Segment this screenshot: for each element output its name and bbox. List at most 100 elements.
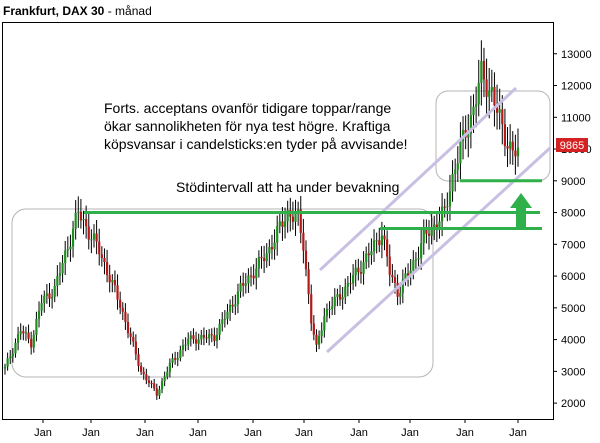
candle-down [48, 293, 51, 299]
x-tick-label: Jan [82, 427, 100, 439]
y-tick-label: 4000 [561, 335, 585, 347]
candle-up [181, 345, 185, 350]
candle-down [140, 366, 143, 372]
candle-up [498, 109, 501, 113]
candle-up [9, 356, 12, 359]
interval-label: månad [115, 4, 152, 18]
candle-down [291, 216, 295, 222]
candle-up [228, 304, 232, 312]
candle-up [412, 260, 415, 271]
candle-up [35, 318, 38, 335]
candle-down [202, 334, 206, 338]
candle-up [488, 90, 491, 97]
candle-up [475, 104, 478, 107]
candle-down [304, 250, 308, 270]
candle-down [210, 334, 213, 336]
candle-down [134, 341, 137, 355]
candle-up [184, 344, 187, 346]
candle-down [119, 299, 122, 308]
candle-up [200, 334, 203, 340]
candle-up [509, 141, 512, 149]
candle-down [129, 333, 132, 337]
candle-up [24, 332, 28, 334]
candle-up [234, 304, 237, 307]
candle-up [344, 286, 347, 298]
candle-down [98, 241, 101, 255]
candle-up [265, 253, 268, 262]
x-tick-label: Jan [136, 427, 154, 439]
candle-down [126, 321, 130, 334]
candle-up [336, 294, 339, 297]
candle-down [393, 277, 397, 283]
candle-down [427, 233, 431, 236]
candle-down [388, 256, 391, 275]
candle-down [87, 226, 90, 240]
candle-down [85, 219, 88, 227]
candle-up [163, 376, 166, 382]
candle-down [132, 336, 135, 342]
y-tick-label: 7000 [561, 239, 585, 251]
y-tick-label: 3000 [561, 366, 585, 378]
x-tick-label: Jan [244, 427, 262, 439]
annotation-line-3: köpsvansar i candelsticks:en tyder på av… [104, 136, 408, 152]
candle-up [90, 239, 93, 241]
candle-up [451, 173, 454, 192]
candle-down [406, 273, 410, 276]
candle-down [503, 124, 507, 147]
candle-down [391, 274, 394, 278]
candle-up [480, 60, 483, 83]
candle-up [247, 275, 250, 284]
candle-up [244, 283, 247, 286]
candle-up [456, 163, 459, 170]
candle-down [270, 247, 274, 250]
candle-up [352, 275, 355, 284]
candle-down [30, 338, 33, 348]
candle-up [43, 295, 46, 304]
candle-up [268, 247, 271, 254]
candle-down [493, 87, 496, 106]
candle-down [242, 283, 245, 286]
candle-down [511, 141, 514, 151]
candle-down [506, 146, 509, 149]
candle-down [150, 382, 153, 384]
candle-up [6, 358, 9, 367]
chart-title: Frankfurt, DAX 30 - månad [3, 4, 152, 18]
candle-up [40, 303, 43, 311]
candle-down [103, 258, 106, 263]
y-tick-label: 6000 [561, 271, 585, 283]
candle-down [205, 337, 208, 339]
annotation-line-2: ökar sannolikheten för nya test högre. K… [104, 118, 391, 134]
candle-up [414, 259, 418, 261]
candle-down [338, 294, 342, 300]
candle-down [108, 275, 111, 283]
candle-down [116, 285, 119, 300]
candle-up [3, 366, 7, 369]
candle-down [194, 339, 198, 344]
candle-down [192, 335, 195, 340]
candle-up [422, 229, 425, 244]
candle-up [365, 253, 368, 263]
candle-down [142, 371, 145, 375]
candle-up [158, 389, 161, 396]
candle-down [252, 275, 255, 279]
candle-up [276, 225, 279, 243]
candle-down [315, 334, 318, 345]
candle-up [446, 206, 449, 208]
candle-up [317, 336, 321, 345]
candle-up [11, 353, 14, 357]
candle-down [145, 374, 148, 381]
candle-up [239, 283, 242, 292]
candle-up [82, 219, 85, 221]
candle-up [92, 233, 96, 240]
candle-up [69, 246, 72, 250]
candle-up [218, 323, 221, 335]
candle-up [187, 338, 190, 345]
candle-up [477, 82, 480, 105]
x-tick-label: Jan [401, 427, 419, 439]
candle-up [438, 221, 441, 230]
candle-up [333, 296, 336, 307]
candle-down [378, 240, 381, 246]
candle-up [372, 240, 376, 252]
last-price-badge [556, 138, 588, 152]
